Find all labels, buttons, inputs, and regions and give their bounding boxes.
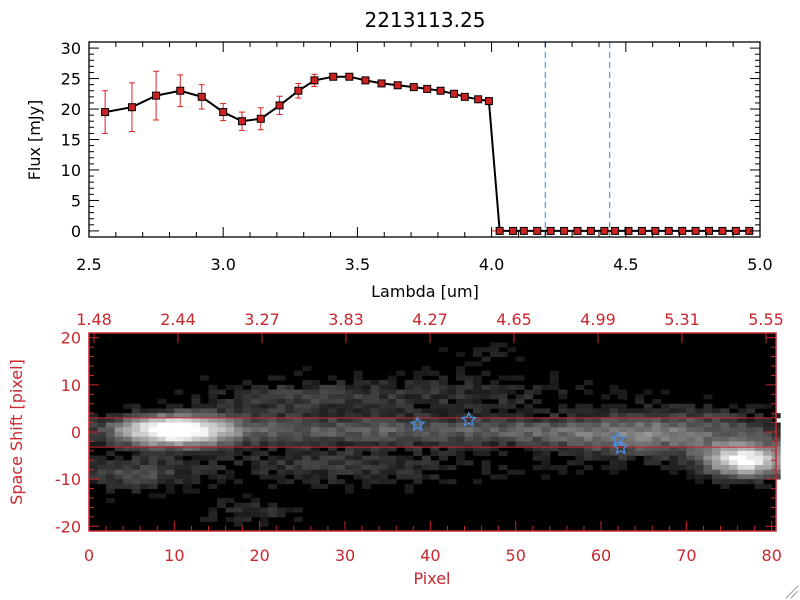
data-point <box>345 72 354 81</box>
spectrum-plot-frame <box>88 41 761 238</box>
data-point <box>691 226 700 235</box>
y-tick-label: 0 <box>71 222 81 241</box>
image-top-tick-label: 2.44 <box>160 310 196 329</box>
image-top-tick-label: 3.83 <box>328 310 364 329</box>
image-y-tick-label: 0 <box>71 423 81 442</box>
image-top-tick-label: 1.48 <box>76 310 112 329</box>
y-tick-label: 10 <box>61 161 81 180</box>
image-top-tick-label: 5.31 <box>664 310 700 329</box>
data-point <box>361 76 370 85</box>
data-point <box>101 108 110 117</box>
data-point <box>393 81 402 90</box>
data-point <box>237 117 246 126</box>
star-marker-icon <box>409 415 426 432</box>
data-point <box>705 226 714 235</box>
data-point <box>731 226 740 235</box>
image-top-tick-label: 5.55 <box>748 310 784 329</box>
resize-grip-icon[interactable] <box>785 585 799 599</box>
data-point <box>718 226 727 235</box>
image-x-tick-label: 20 <box>250 546 270 565</box>
image-top-tick-label: 4.99 <box>580 310 616 329</box>
data-point <box>664 226 673 235</box>
data-point <box>275 101 284 110</box>
x-tick-label: 2.5 <box>76 255 101 274</box>
data-point <box>436 86 445 95</box>
data-point <box>423 84 432 93</box>
image-x-tick-label: 60 <box>591 546 611 565</box>
star-marker-icon <box>612 438 629 455</box>
image-top-tick-label: 4.27 <box>412 310 448 329</box>
chart-title: 2213113.25 <box>365 8 486 32</box>
data-point <box>637 226 646 235</box>
data-point <box>152 91 161 100</box>
image-y-tick-label: -20 <box>55 517 81 536</box>
data-point <box>219 108 228 117</box>
data-point <box>329 72 338 81</box>
image-y-tick-label: 10 <box>61 376 81 395</box>
data-point <box>495 226 504 235</box>
star-marker-icon <box>609 430 627 447</box>
data-point <box>519 226 528 235</box>
x-tick-label: 3.5 <box>345 255 370 274</box>
data-point <box>127 103 136 112</box>
data-point <box>460 92 469 101</box>
data-point <box>678 226 687 235</box>
spectrum-panel: 2213113.25 2.5 3.0 3.5 4.0 4.5 5.0 0 5 10 15 20 25 3… <box>25 8 773 301</box>
data-point <box>450 89 459 98</box>
image-x-tick-label: 30 <box>335 546 355 565</box>
image-x-tick-label: 80 <box>762 546 782 565</box>
data-point <box>310 76 319 85</box>
y-tick-label: 15 <box>61 131 81 150</box>
data-point <box>294 86 303 95</box>
x-tick-label: 4.0 <box>479 255 504 274</box>
image-x-axis-label: Pixel <box>413 569 450 588</box>
x-axis-label: Lambda [um] <box>371 282 479 301</box>
y-tick-label: 5 <box>71 191 81 210</box>
image-x-tick-label: 0 <box>84 546 94 565</box>
image-x-tick-label: 50 <box>506 546 526 565</box>
spectrum-image-panel: 0 10 20 30 40 50 60 70 80 1.48 2.44 3.27 3.83 4.27 4.6… <box>7 310 784 588</box>
image-top-tick-label: 3.27 <box>244 310 280 329</box>
image-top-tick-label: 4.65 <box>496 310 532 329</box>
data-point <box>533 226 542 235</box>
y-tick-label: 20 <box>61 100 81 119</box>
y-tick-label: 25 <box>61 70 81 89</box>
image-x-tick-label: 70 <box>676 546 696 565</box>
data-point <box>546 226 555 235</box>
image-x-tick-label: 40 <box>420 546 440 565</box>
x-tick-label: 4.5 <box>613 255 638 274</box>
image-y-tick-label: -10 <box>55 470 81 489</box>
image-y-axis-label: Space Shift [pixel] <box>7 359 26 505</box>
star-marker-icon <box>460 410 477 427</box>
data-point <box>611 226 620 235</box>
data-point <box>377 79 386 88</box>
data-point <box>176 86 185 95</box>
data-point <box>651 226 660 235</box>
y-tick-label: 30 <box>61 39 81 58</box>
data-point <box>197 92 206 101</box>
data-point <box>484 97 493 106</box>
data-point <box>624 226 633 235</box>
data-point <box>474 95 483 104</box>
data-point <box>573 226 582 235</box>
y-axis-label: Flux [mJy] <box>25 100 44 181</box>
data-point <box>509 226 518 235</box>
data-point <box>409 83 418 92</box>
x-tick-label: 3.0 <box>210 255 235 274</box>
data-point <box>586 226 595 235</box>
x-tick-label: 5.0 <box>747 255 772 274</box>
image-x-tick-label: 10 <box>164 546 184 565</box>
data-point <box>256 114 265 123</box>
data-point <box>600 226 609 235</box>
image-y-tick-label: 20 <box>61 329 81 348</box>
data-point <box>560 226 569 235</box>
